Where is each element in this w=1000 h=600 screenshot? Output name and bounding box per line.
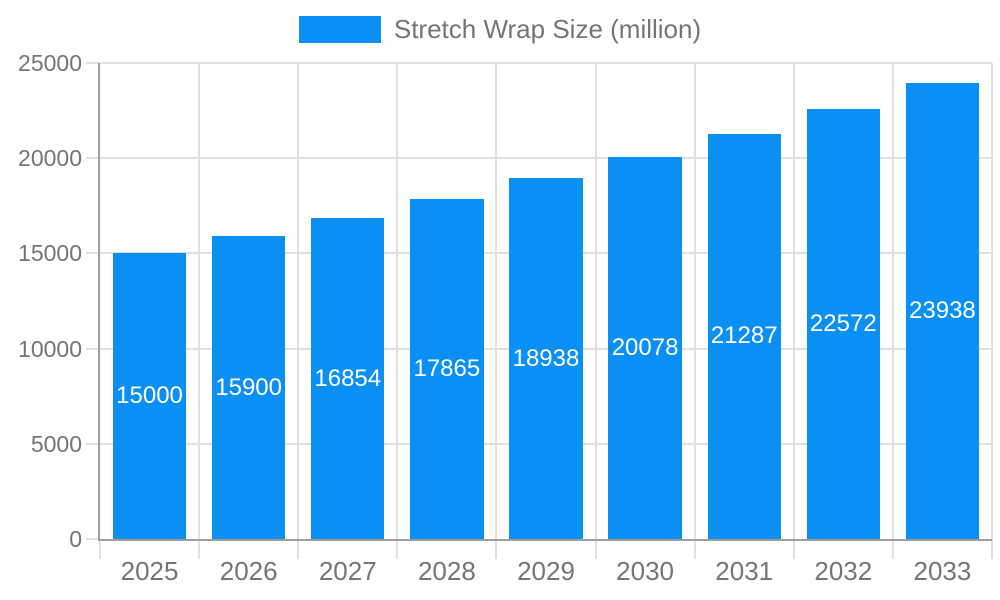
x-axis-line [98, 539, 992, 541]
bar-value-label: 20078 [611, 333, 679, 361]
x-axis-tick-mark [891, 539, 894, 559]
bar-value-label: 22572 [809, 310, 877, 338]
bar-2030: 20078 [608, 156, 682, 539]
bar-slot: 16854 [298, 63, 397, 539]
x-axis-tick-label: 2028 [417, 556, 476, 586]
bar-slot: 21287 [695, 63, 794, 539]
x-axis-tick-label: 2031 [715, 556, 774, 586]
bar-slot: 15900 [199, 63, 298, 539]
x-axis-tick-label: 2030 [616, 556, 675, 586]
x-axis-tick-mark [693, 539, 696, 559]
bar-slot: 23938 [893, 63, 992, 539]
v-gridline [297, 63, 300, 539]
bar-slot: 18938 [496, 63, 595, 539]
bar-2026: 15900 [211, 236, 286, 539]
v-gridline [198, 63, 201, 539]
x-axis-tick-mark [99, 539, 101, 559]
bar-2028: 17865 [410, 198, 484, 539]
v-gridline [693, 63, 696, 539]
legend: Stretch Wrap Size (million) [0, 14, 1000, 44]
bar-2025: 15000 [112, 253, 187, 539]
y-axis-tick-mark [86, 347, 99, 350]
y-axis-tick-label: 5000 [30, 430, 82, 457]
x-axis-tick-label: 2033 [913, 556, 972, 586]
v-gridline [891, 63, 894, 539]
legend-swatch [298, 15, 381, 43]
bar-slot: 20078 [596, 63, 695, 539]
bar-value-label: 23938 [909, 297, 976, 325]
y-axis-tick-mark [86, 62, 99, 64]
y-axis-line [98, 63, 100, 539]
x-axis-tick-label: 2027 [318, 556, 377, 586]
v-gridline [594, 63, 597, 539]
v-gridline [792, 63, 795, 539]
bar-slot: 15000 [100, 63, 199, 539]
h-gridline [100, 157, 992, 160]
y-axis-tick-label: 0 [69, 526, 82, 552]
bar-2032: 22572 [806, 109, 880, 539]
y-axis-tick-mark [86, 538, 99, 540]
y-axis-tick-mark [86, 252, 99, 255]
x-axis-tick-mark [495, 539, 498, 559]
bar-value-label: 17865 [413, 354, 481, 382]
bar-value-label: 18938 [512, 344, 580, 372]
y-axis-tick-label: 10000 [18, 335, 82, 362]
x-axis-tick-label: 2026 [219, 556, 278, 586]
bar-2029: 18938 [509, 178, 583, 539]
x-axis-tick-mark [792, 539, 795, 559]
bar-slot: 17865 [397, 63, 496, 539]
bar-2027: 16854 [311, 218, 385, 539]
x-axis-tick-label: 2032 [814, 556, 873, 586]
bar-value-label: 16854 [314, 364, 382, 392]
legend-label: Stretch Wrap Size (million) [393, 13, 702, 44]
bar-value-label: 21287 [710, 322, 778, 350]
y-axis-tick-mark [86, 157, 99, 160]
v-gridline [991, 63, 993, 539]
y-axis-tick-label: 20000 [18, 145, 82, 172]
plot-area: 15000 15900 16854 17865 18938 20078 21287 22572… [98, 62, 993, 541]
x-axis-tick-label: 2029 [517, 556, 575, 586]
x-axis-tick-mark [198, 539, 201, 559]
bar-2031: 21287 [707, 133, 781, 539]
y-axis-tick-label: 25000 [18, 50, 82, 76]
bar-slot: 22572 [794, 63, 893, 539]
bar-2033: 23938 [905, 83, 980, 539]
v-gridline [396, 63, 399, 539]
h-gridline [100, 62, 992, 64]
x-axis-tick-mark [396, 539, 399, 559]
x-axis-tick-mark [991, 539, 993, 559]
v-gridline [495, 63, 498, 539]
bar-value-label: 15000 [116, 382, 183, 410]
bar-value-label: 15900 [215, 373, 283, 401]
x-axis-tick-label: 2025 [120, 556, 179, 586]
x-axis-tick-mark [594, 539, 597, 559]
y-axis-tick-label: 15000 [18, 240, 82, 267]
x-axis-tick-mark [297, 539, 300, 559]
y-axis-tick-mark [86, 442, 99, 445]
